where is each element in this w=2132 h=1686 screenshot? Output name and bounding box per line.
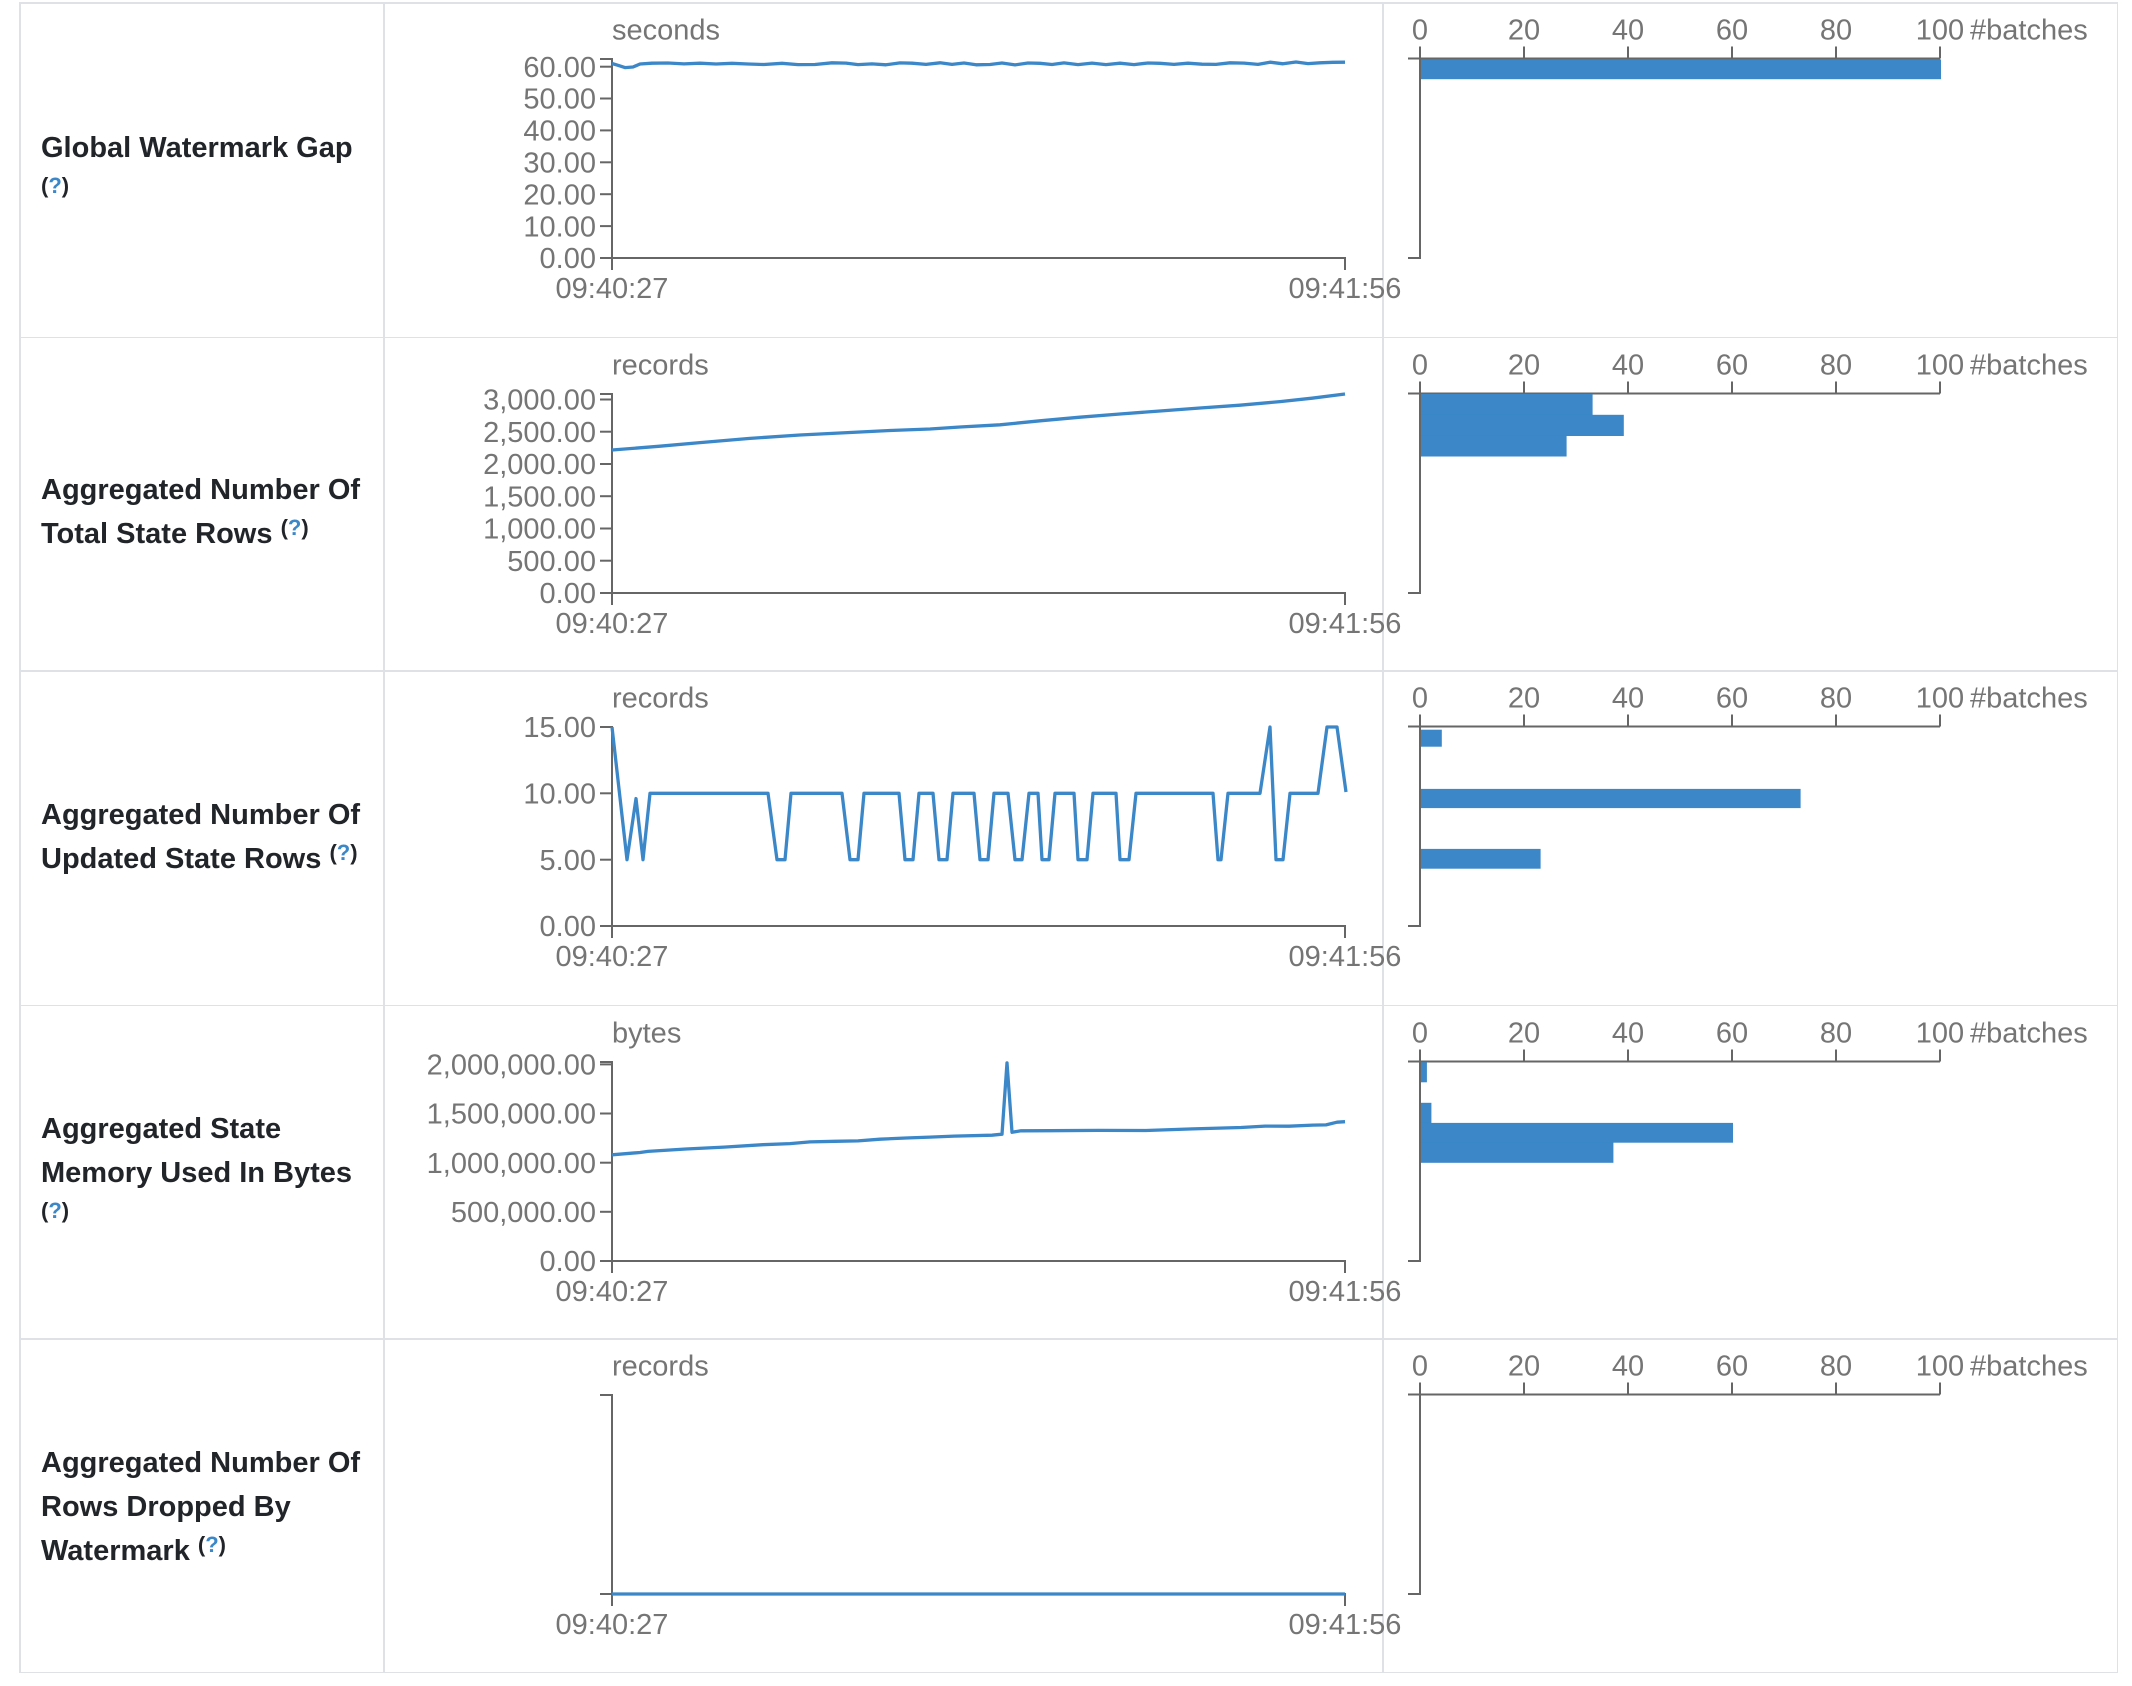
svg-text:0: 0 <box>1412 683 1428 715</box>
svg-text:40: 40 <box>1612 683 1644 715</box>
svg-text:500.00: 500.00 <box>507 545 596 577</box>
svg-text:15.00: 15.00 <box>523 712 596 744</box>
svg-text:records: records <box>612 349 709 381</box>
svg-text:records: records <box>612 683 709 715</box>
svg-text:#batches: #batches <box>1970 1017 2088 1049</box>
svg-text:09:40:27: 09:40:27 <box>556 941 669 973</box>
svg-text:3,000.00: 3,000.00 <box>483 384 596 416</box>
svg-text:0.00: 0.00 <box>540 578 596 610</box>
svg-text:80: 80 <box>1820 349 1852 381</box>
svg-text:#batches: #batches <box>1970 1351 2088 1383</box>
svg-text:bytes: bytes <box>612 1017 681 1049</box>
svg-text:#batches: #batches <box>1970 349 2088 381</box>
svg-text:1,000,000.00: 1,000,000.00 <box>427 1147 596 1179</box>
svg-text:20: 20 <box>1508 349 1540 381</box>
svg-text:30.00: 30.00 <box>523 148 596 180</box>
svg-text:80: 80 <box>1820 1351 1852 1383</box>
svg-text:50.00: 50.00 <box>523 84 596 116</box>
svg-text:0: 0 <box>1412 1351 1428 1383</box>
svg-text:60: 60 <box>1716 1351 1748 1383</box>
svg-text:1,500.00: 1,500.00 <box>483 481 596 513</box>
svg-text:60.00: 60.00 <box>523 52 596 84</box>
svg-text:40: 40 <box>1612 15 1644 47</box>
svg-text:100: 100 <box>1916 683 1964 715</box>
svg-text:100: 100 <box>1916 1017 1964 1049</box>
svg-text:80: 80 <box>1820 683 1852 715</box>
svg-text:records: records <box>612 1351 709 1383</box>
svg-text:09:41:56: 09:41:56 <box>1289 1276 1402 1308</box>
svg-text:60: 60 <box>1716 15 1748 47</box>
svg-text:100: 100 <box>1916 1351 1964 1383</box>
svg-text:40: 40 <box>1612 1017 1644 1049</box>
svg-text:seconds: seconds <box>612 15 720 47</box>
svg-text:2,000,000.00: 2,000,000.00 <box>427 1049 596 1081</box>
svg-text:5.00: 5.00 <box>540 845 596 877</box>
svg-text:2,500.00: 2,500.00 <box>483 416 596 448</box>
svg-text:10.00: 10.00 <box>523 211 596 243</box>
svg-text:#batches: #batches <box>1970 15 2088 47</box>
svg-text:0.00: 0.00 <box>540 1246 596 1278</box>
svg-text:20: 20 <box>1508 15 1540 47</box>
svg-text:100: 100 <box>1916 15 1964 47</box>
svg-text:0.00: 0.00 <box>540 911 596 943</box>
svg-text:1,000.00: 1,000.00 <box>483 513 596 545</box>
svg-text:10.00: 10.00 <box>523 779 596 811</box>
svg-text:0: 0 <box>1412 349 1428 381</box>
svg-text:40: 40 <box>1612 349 1644 381</box>
svg-text:09:41:56: 09:41:56 <box>1289 608 1402 640</box>
svg-text:0: 0 <box>1412 1017 1428 1049</box>
svg-text:09:40:27: 09:40:27 <box>556 608 669 640</box>
svg-text:0.00: 0.00 <box>540 243 596 275</box>
svg-text:0: 0 <box>1412 15 1428 47</box>
svg-text:60: 60 <box>1716 349 1748 381</box>
svg-text:60: 60 <box>1716 683 1748 715</box>
svg-text:09:41:56: 09:41:56 <box>1289 1609 1402 1641</box>
svg-text:80: 80 <box>1820 1017 1852 1049</box>
svg-text:09:41:56: 09:41:56 <box>1289 941 1402 973</box>
svg-text:#batches: #batches <box>1970 683 2088 715</box>
svg-text:40.00: 40.00 <box>523 116 596 148</box>
svg-text:40: 40 <box>1612 1351 1644 1383</box>
svg-text:09:40:27: 09:40:27 <box>556 1276 669 1308</box>
svg-text:09:40:27: 09:40:27 <box>556 273 669 305</box>
svg-text:20: 20 <box>1508 1017 1540 1049</box>
svg-text:20: 20 <box>1508 683 1540 715</box>
svg-text:500,000.00: 500,000.00 <box>451 1197 596 1229</box>
svg-text:1,500,000.00: 1,500,000.00 <box>427 1098 596 1130</box>
svg-text:2,000.00: 2,000.00 <box>483 449 596 481</box>
svg-text:60: 60 <box>1716 1017 1748 1049</box>
svg-text:20.00: 20.00 <box>523 179 596 211</box>
svg-text:100: 100 <box>1916 349 1964 381</box>
svg-text:20: 20 <box>1508 1351 1540 1383</box>
svg-text:09:40:27: 09:40:27 <box>556 1609 669 1641</box>
svg-text:80: 80 <box>1820 15 1852 47</box>
svg-text:09:41:56: 09:41:56 <box>1289 273 1402 305</box>
